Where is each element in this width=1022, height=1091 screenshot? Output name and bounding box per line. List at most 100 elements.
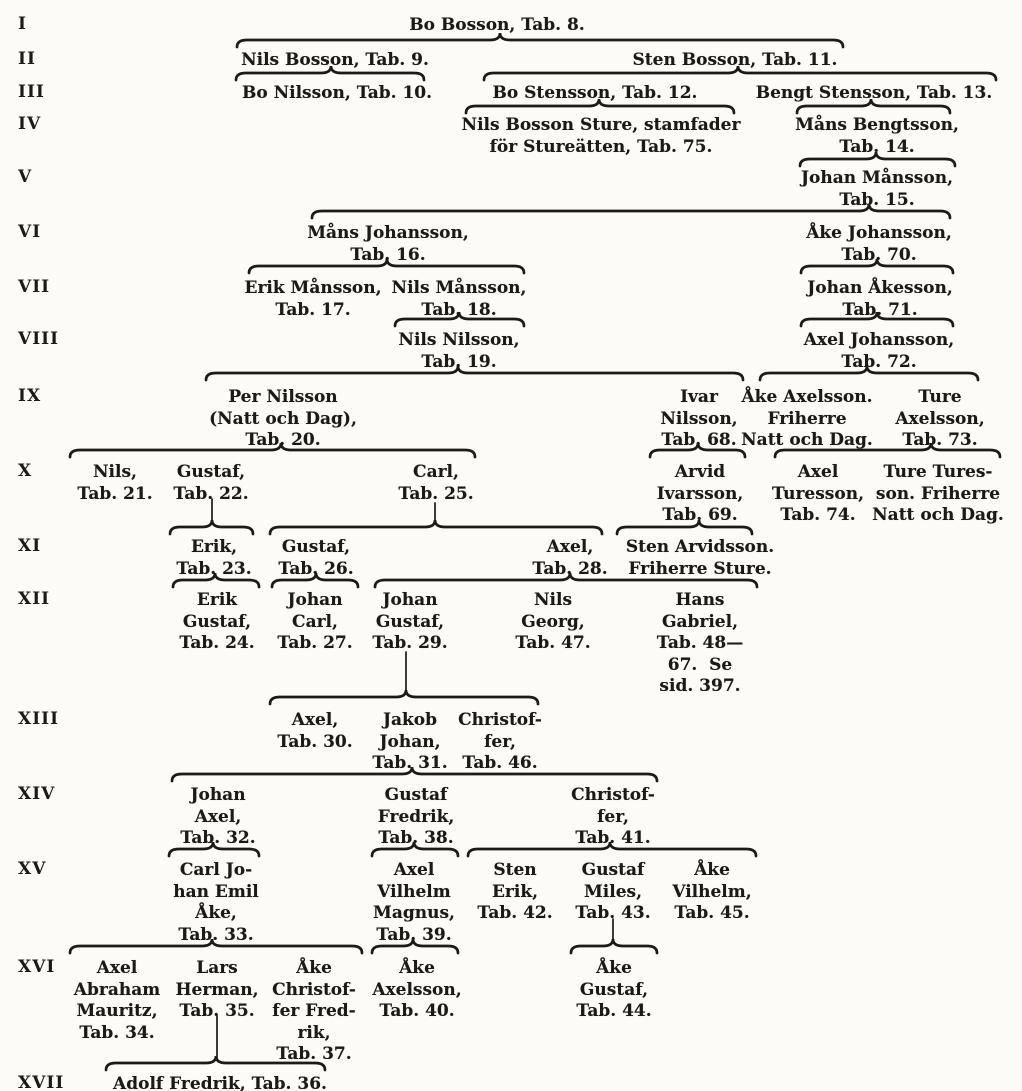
descent-brace [569, 938, 659, 955]
generation-label-xvi: XVI [18, 957, 56, 977]
generation-label-iv: IV [18, 114, 42, 134]
person-christoffer-tab41: Christof-fer, Tab. 41. [571, 785, 655, 850]
person-line: han Emil [173, 881, 259, 902]
descent-brace [370, 841, 460, 858]
person-line: Erik [196, 590, 238, 610]
descent-brace [798, 151, 957, 168]
person-line: Tab. 42. [477, 903, 553, 923]
person-line: Johan [190, 785, 246, 805]
person-line: Gustaf, [281, 537, 351, 557]
person-line: Magnus, [373, 903, 455, 923]
person-line: Vilhelm [377, 881, 451, 902]
person-line: Tab. 74. [780, 505, 856, 525]
person-line: Nils, [93, 462, 137, 482]
descent-brace [393, 311, 526, 328]
person-line: Johan, [379, 731, 441, 752]
person-line: Erik, [190, 537, 238, 557]
generation-label-iii: III [18, 82, 45, 102]
descent-brace [799, 311, 955, 328]
person-line: Tab. 26. [278, 558, 354, 579]
person-mans-bengtsson: Måns Bengtsson, Tab. 14. [795, 115, 959, 158]
person-sten-arvidsson: Sten Arvidsson. Friherre Sture. [626, 537, 774, 580]
descent-brace [167, 841, 261, 858]
descent-brace [170, 766, 659, 783]
person-ture-turesson: Ture Tures-son. Friherre Natt och Dag. [872, 462, 1004, 527]
person-johan-gustaf: Johan Gustaf, Tab. 29. [372, 590, 447, 655]
descent-brace [370, 938, 460, 955]
person-line: Abraham [73, 979, 161, 1000]
person-line: Tab. 32. [180, 828, 256, 848]
person-line: Mauritz, [76, 1001, 158, 1021]
person-line: Tab. 37. [276, 1044, 352, 1064]
descent-brace [373, 572, 759, 589]
person-line: Tab. 20. [245, 430, 321, 450]
person-line: Carl Jo- [179, 860, 253, 880]
generation-label-vi: VI [18, 222, 42, 242]
person-line: Turesson, [772, 483, 864, 504]
person-johan-axel: Johan Axel, Tab. 32. [180, 785, 255, 850]
descent-brace [268, 689, 540, 706]
person-line: Tab. 47. [515, 633, 591, 653]
person-bo-stensson: Bo Stensson, Tab. 12. [493, 83, 698, 105]
person-line: rik, [297, 1022, 331, 1043]
person-line: Nils Bosson, Tab. 9. [241, 50, 429, 70]
person-line: Axel [393, 860, 435, 880]
person-line: Tab. 14. [839, 136, 915, 157]
descent-brace [310, 203, 952, 220]
person-line: Gustaf [384, 785, 448, 805]
person-line: fer Fred- [272, 1001, 356, 1021]
descent-brace [758, 365, 980, 382]
person-line: Tab. 48— [656, 633, 744, 653]
person-line: Tab. 15. [839, 189, 915, 210]
person-line: Erik Månsson, [244, 278, 382, 298]
person-line: Tab. 16. [350, 244, 426, 265]
person-line: Axel, [194, 806, 242, 827]
person-line: Lars [196, 958, 238, 978]
person-bo-bosson: Bo Bosson, Tab. 8. [409, 15, 585, 37]
person-line: Tab. 30. [277, 731, 353, 752]
descent-brace [270, 572, 360, 589]
person-gustaf-fredrik: Gustaf Fredrik, Tab. 38. [378, 785, 455, 850]
person-line: Gustaf, [182, 611, 252, 632]
person-line: Johan Åkesson, [807, 278, 953, 298]
person-line: Erik, [491, 881, 539, 902]
person-line: Tab. 35. [179, 1001, 255, 1021]
generation-label-xi: XI [18, 536, 42, 556]
person-line: Åke [694, 860, 730, 880]
person-axel-johansson: Axel Johansson, Tab. 72. [804, 330, 954, 373]
generation-label-xiv: XIV [18, 784, 56, 804]
person-line: Bengt Stensson, Tab. 13. [755, 83, 993, 103]
descent-brace [171, 572, 261, 589]
person-line: Nils [533, 590, 573, 610]
person-ake-axelsson-friherre: Åke Axelsson. Friherre Natt och Dag. [741, 387, 873, 452]
generation-label-vii: VII [18, 277, 51, 297]
person-line: Tab. 46. [462, 753, 538, 773]
person-gustaf-miles: Gustaf Miles, Tab. 43. [575, 860, 650, 925]
person-ake-gustaf: Åke Gustaf, Tab. 44. [576, 958, 651, 1023]
person-line: Tab. 45. [674, 903, 750, 923]
person-line: Tab. 23. [176, 558, 252, 579]
person-line: Bo Bosson, Tab. 8. [409, 15, 585, 35]
descent-brace [234, 65, 426, 82]
descent-brace [615, 519, 754, 536]
person-lars-herman: Lars Herman, Tab. 35. [175, 958, 258, 1023]
person-line: (Natt och Dag), [209, 408, 357, 429]
person-line: Sten [493, 860, 537, 880]
person-line: Christof- [571, 785, 655, 805]
person-line: Axel [797, 462, 839, 482]
person-line: Tab. 24. [179, 633, 255, 653]
person-christoffer-tab46: Christof-fer, Tab. 46. [458, 710, 542, 775]
person-ake-axelsson-tab40: Åke Axelsson, Tab. 40. [372, 958, 461, 1023]
person-bengt-stensson: Bengt Stensson, Tab. 13. [756, 83, 993, 105]
person-line: Axel, [291, 710, 339, 730]
person-line: Tab. 39. [376, 924, 452, 945]
person-line: Tab. 70. [841, 244, 917, 265]
generation-label-ii: II [18, 49, 36, 69]
person-line: Åke [296, 958, 332, 978]
generation-label-i: I [18, 14, 27, 34]
descent-brace [68, 442, 477, 459]
person-line: Natt och Dag. [872, 505, 1004, 525]
descent-brace [482, 65, 998, 82]
person-line: Tab. 29. [372, 633, 448, 653]
person-nils-nilsson: Nils Nilsson, Tab. 19. [398, 330, 519, 373]
